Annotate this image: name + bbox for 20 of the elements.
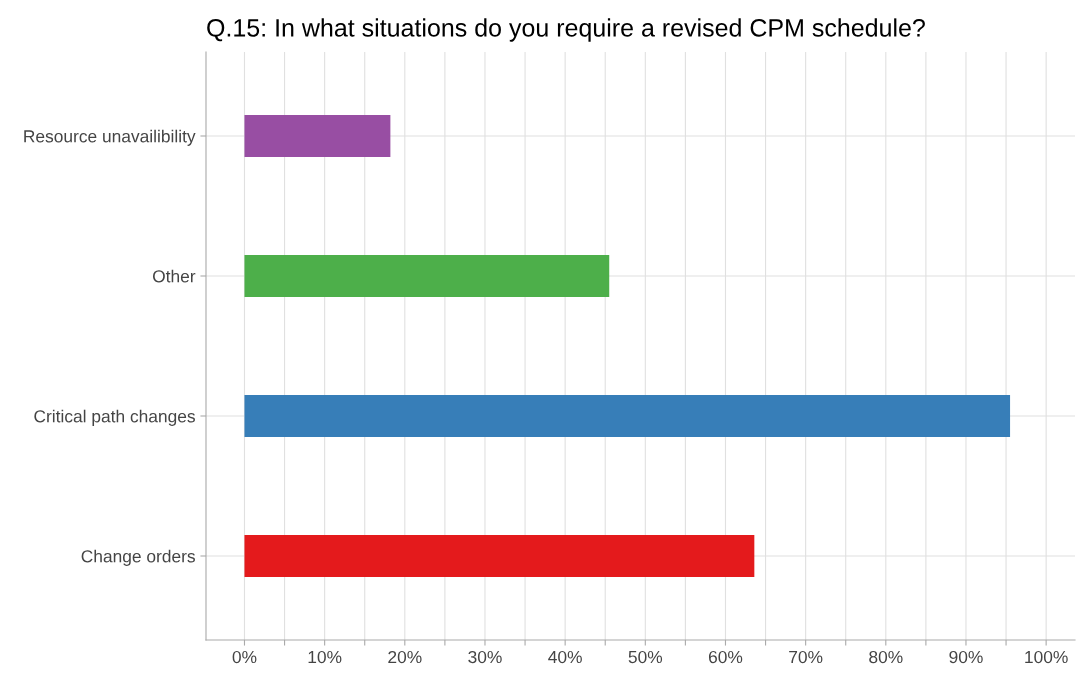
bar (244, 255, 610, 297)
x-tick-label: 90% (949, 650, 983, 664)
y-tick-label: Critical path changes (34, 409, 195, 426)
x-tick-label: 30% (468, 650, 502, 664)
x-tick-label: 10% (308, 650, 342, 664)
chart-title: Q.15: In what situations do you require a revised CPM schedule? (207, 18, 925, 42)
y-tick-label: Resource unavailibility (24, 129, 196, 146)
x-tick-label: 20% (388, 650, 422, 664)
x-tick-label: 50% (628, 650, 663, 664)
x-tick-label: 80% (869, 650, 903, 664)
x-tick-label: 60% (708, 650, 743, 664)
x-tick-label: 40% (548, 650, 582, 664)
x-tick-label: 100% (1025, 650, 1068, 664)
bar (244, 115, 391, 157)
bar (244, 535, 755, 577)
y-tick-label: Change orders (81, 549, 195, 566)
y-tick-label: Other (152, 269, 196, 283)
x-tick-label: 70% (789, 650, 823, 664)
bar (244, 395, 1011, 437)
x-tick-label: 0% (232, 650, 257, 664)
